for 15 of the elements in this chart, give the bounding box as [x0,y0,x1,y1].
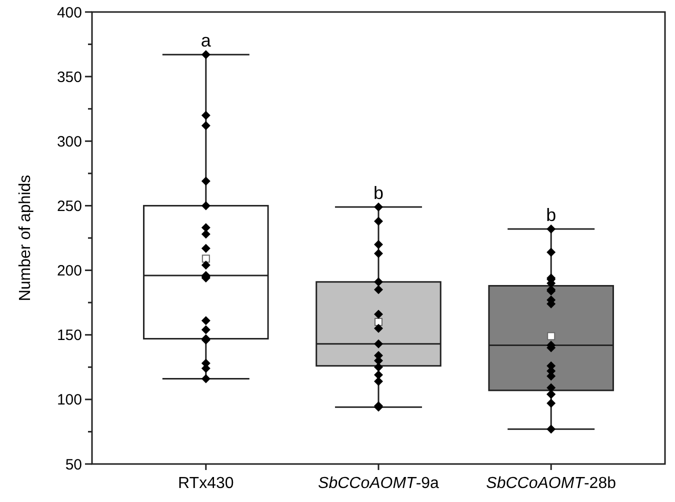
y-tick-label: 350 [56,68,82,86]
y-tick-label: 250 [56,198,82,215]
y-tick-label: 50 [65,456,82,474]
y-tick-label: 400 [56,4,82,22]
x-tick-label: RTx430 [178,475,234,492]
annotation: b [546,204,556,225]
y-axis-title: Number of aphids [17,174,34,302]
y-tick-label: 100 [56,392,82,409]
y-tick-label: 200 [56,262,82,280]
y-tick-label: 150 [56,327,82,344]
x-tick-label: SbCCoAOMT-28b [486,475,616,492]
annotation: a [200,30,212,51]
annotation: b [373,183,384,204]
y-tick-label: 300 [56,133,82,150]
x-tick-label: SbCCoAOMT-9a [318,475,440,492]
